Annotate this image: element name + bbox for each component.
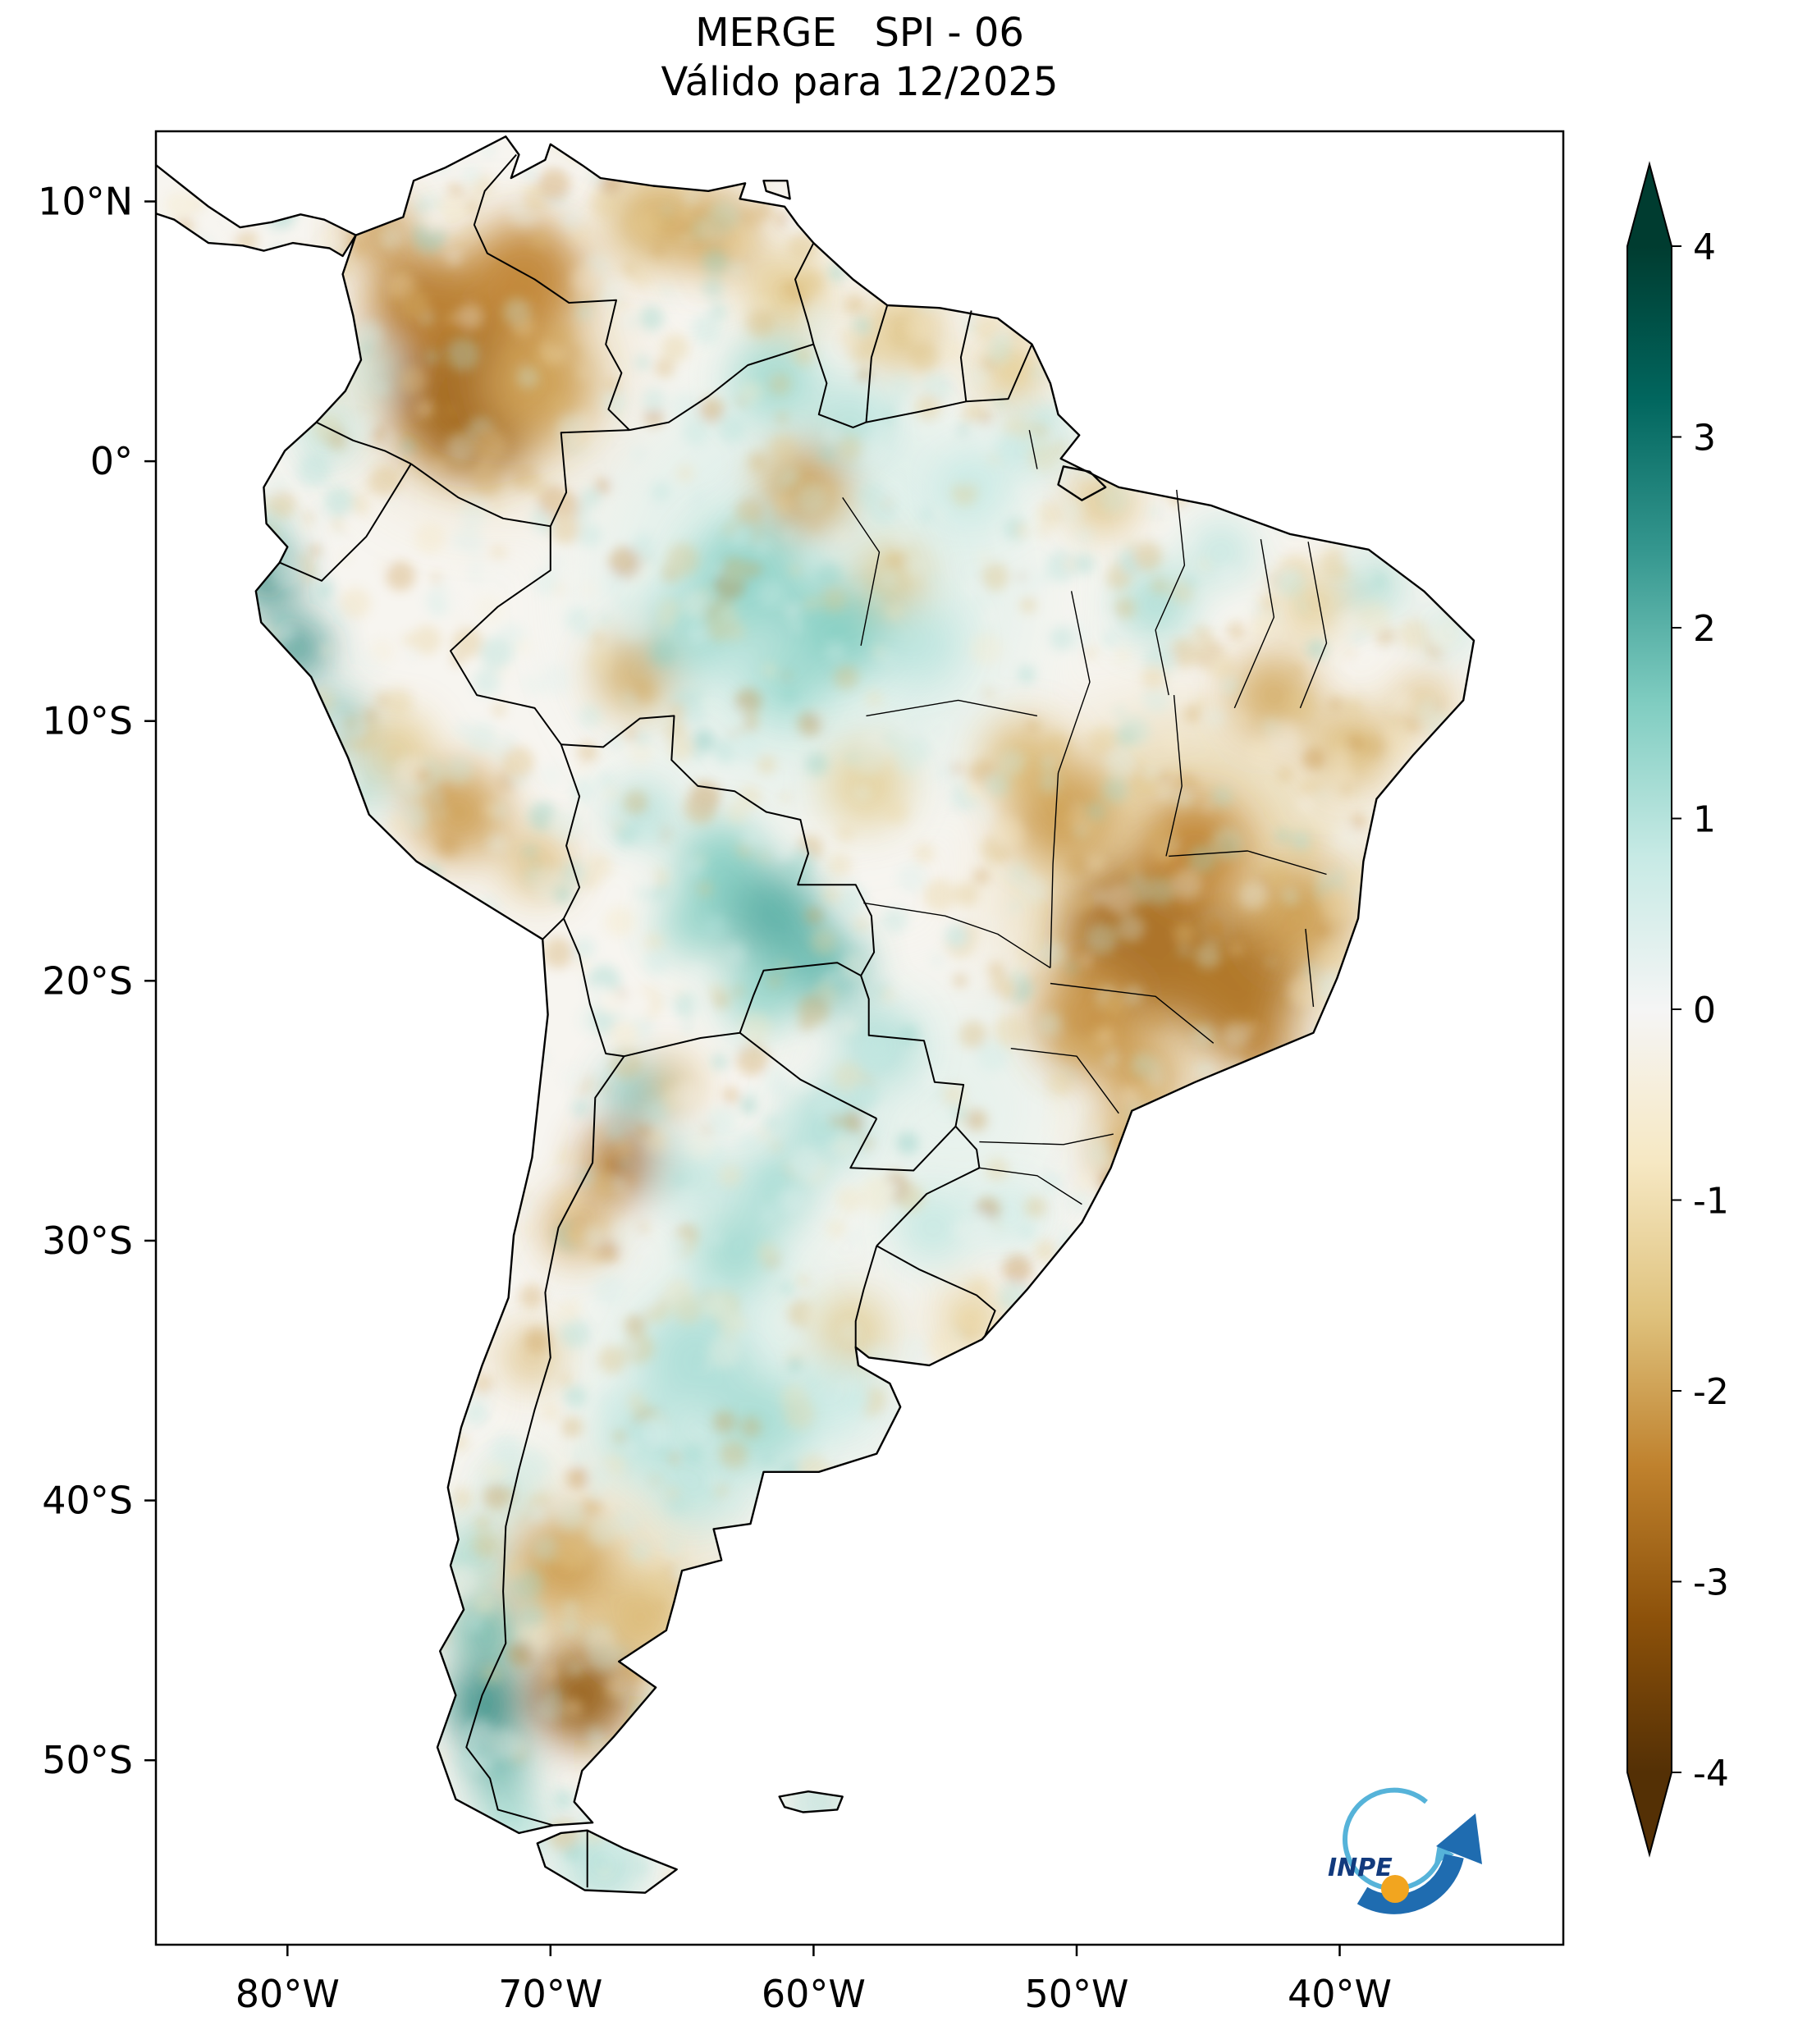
y-tick-label: 30°S [42, 1219, 133, 1263]
map-area [156, 135, 1475, 1894]
y-tick-label: 10°N [38, 180, 133, 224]
x-tick-label: 70°W [498, 1972, 602, 2016]
coastline-south-america-mainland [254, 135, 1475, 1835]
logo-orbit-ring [1343, 1787, 1444, 1891]
y-tick-label: 0° [90, 439, 133, 483]
logo-orange-dot [1381, 1875, 1409, 1903]
x-tick-label: 50°W [1024, 1972, 1128, 2016]
state-borders [842, 429, 1328, 1205]
map-title: MERGE SPI - 06 [695, 10, 1024, 56]
x-tick-label: 60°W [762, 1972, 866, 2016]
y-axis: 10°N 0° 10°S 20°S 30°S 40°S 50°S [38, 180, 156, 1782]
coastline-marajo-island [1057, 465, 1107, 501]
colorbar-tick-label: 3 [1693, 418, 1716, 460]
coastline-falkland-islands [778, 1790, 844, 1813]
colorbar-tick-label: 0 [1693, 990, 1716, 1031]
colorbar-tick-label: -2 [1693, 1371, 1729, 1413]
colorbar-extend-min [1627, 1772, 1672, 1854]
x-tick-label: 80°W [236, 1972, 340, 2016]
colorbar-tick-label: -3 [1693, 1562, 1729, 1604]
y-tick-label: 40°S [42, 1479, 133, 1523]
inpe-logo: INPE [1328, 1787, 1482, 1914]
colorbar-tick-label: -4 [1693, 1753, 1729, 1795]
plot-frame [154, 130, 1565, 1946]
coastline-central-america [156, 163, 357, 258]
coastline-trinidad [762, 180, 791, 200]
coastline-tierra-del-fuego [536, 1829, 678, 1894]
colorbar-tick-label: 2 [1693, 608, 1716, 650]
country-borders [279, 153, 1033, 1888]
colorbar-extend-max [1627, 164, 1672, 246]
y-tick-label: 20°S [42, 958, 133, 1003]
y-tick-label: 10°S [42, 699, 133, 743]
y-tick-label: 50°S [42, 1738, 133, 1782]
colorbar: 4 3 2 1 0 -1 -2 -3 -4 [1626, 161, 1729, 1858]
colorbar-tick-label: 1 [1693, 799, 1716, 841]
colorbar-tick-label: -1 [1693, 1181, 1729, 1223]
logo-orbit-arrowhead [1434, 1845, 1454, 1864]
x-axis: 80°W 70°W 60°W 50°W 40°W [236, 1945, 1392, 2016]
map-subtitle: Válido para 12/2025 [661, 59, 1059, 105]
logo-swoosh-arrow [1357, 1853, 1464, 1914]
logo-swoosh-arrowhead [1436, 1813, 1482, 1864]
x-tick-label: 40°W [1288, 1972, 1392, 2016]
logo-text: INPE [1328, 1854, 1393, 1882]
colorbar-tick-label: 4 [1693, 226, 1716, 268]
